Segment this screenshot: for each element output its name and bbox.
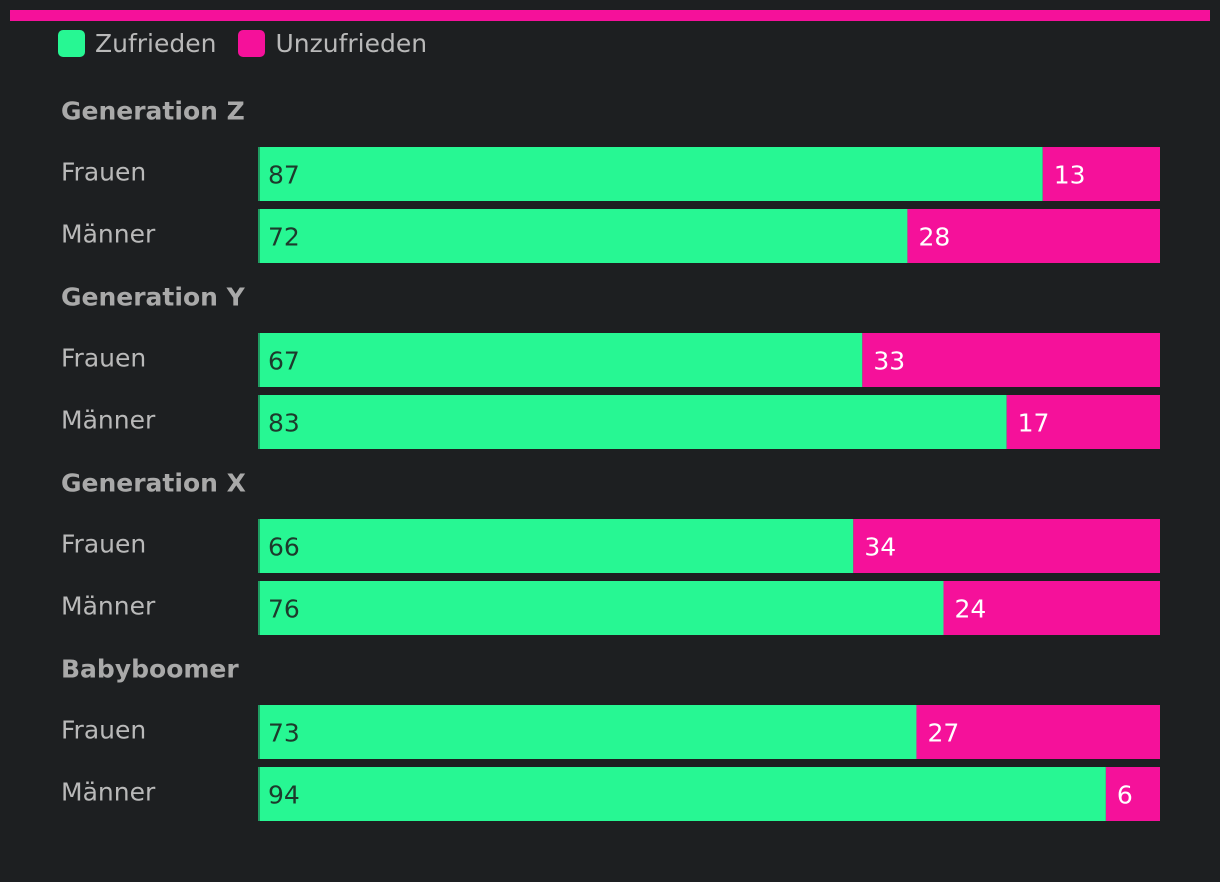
legend-swatch-satisfied: [58, 29, 85, 57]
bar-baseline: [258, 147, 260, 201]
data-label-dissatisfied: 13: [1054, 161, 1086, 190]
data-label-dissatisfied: 28: [918, 223, 950, 252]
group-label: Generation Z: [61, 97, 245, 126]
bar-dissatisfied[interactable]: [853, 519, 1160, 573]
legend-item-dissatisfied[interactable]: Unzufrieden: [238, 29, 427, 58]
row-label: Männer: [61, 592, 156, 621]
legend-label-satisfied: Zufrieden: [95, 28, 217, 58]
bar-baseline: [258, 333, 260, 387]
row-label: Frauen: [61, 158, 146, 187]
bar-dissatisfied[interactable]: [907, 209, 1160, 263]
bar-satisfied[interactable]: [258, 395, 1007, 449]
legend-swatch-dissatisfied: [238, 29, 266, 57]
row-label: Männer: [61, 406, 156, 435]
row-label: Männer: [61, 220, 156, 249]
row-label: Frauen: [61, 530, 146, 559]
row-label: Frauen: [61, 716, 146, 745]
legend-label-dissatisfied: Unzufrieden: [275, 28, 428, 58]
group-label: Babyboomer: [61, 655, 239, 684]
bar-baseline: [258, 519, 260, 573]
bar-satisfied[interactable]: [258, 581, 944, 635]
bar-satisfied[interactable]: [258, 767, 1106, 821]
data-label-dissatisfied: 34: [864, 533, 896, 562]
data-label-dissatisfied: 24: [955, 595, 987, 624]
bar-dissatisfied[interactable]: [1006, 395, 1160, 449]
bar-baseline: [258, 581, 260, 635]
legend-item-satisfied[interactable]: Zufrieden: [58, 29, 216, 58]
group-label: Generation Y: [61, 283, 246, 312]
data-label-satisfied: 67: [268, 347, 300, 376]
bar-dissatisfied[interactable]: [862, 333, 1160, 387]
bar-baseline: [258, 209, 260, 263]
group-label: Generation X: [61, 469, 246, 498]
row-label: Männer: [61, 778, 156, 807]
data-label-satisfied: 83: [268, 409, 300, 438]
legend: Zufrieden Unzufrieden: [58, 27, 449, 59]
data-label-satisfied: 73: [268, 719, 300, 748]
data-label-dissatisfied: 6: [1117, 781, 1133, 810]
data-label-satisfied: 87: [268, 161, 300, 190]
bar-satisfied[interactable]: [258, 705, 917, 759]
row-label: Frauen: [61, 344, 146, 373]
data-label-dissatisfied: 33: [873, 347, 905, 376]
bar-satisfied[interactable]: [258, 209, 908, 263]
bar-baseline: [258, 705, 260, 759]
data-label-dissatisfied: 27: [927, 719, 959, 748]
bar-satisfied[interactable]: [258, 333, 863, 387]
accent-bar: [10, 10, 1210, 21]
bar-baseline: [258, 767, 260, 821]
data-label-satisfied: 76: [268, 595, 300, 624]
data-label-dissatisfied: 17: [1018, 409, 1050, 438]
bar-dissatisfied[interactable]: [943, 581, 1160, 635]
data-label-satisfied: 66: [268, 533, 300, 562]
bar-satisfied[interactable]: [258, 147, 1043, 201]
bar-dissatisfied[interactable]: [916, 705, 1160, 759]
data-label-satisfied: 72: [268, 223, 300, 252]
bar-dissatisfied[interactable]: [1042, 147, 1160, 201]
bar-dissatisfied[interactable]: [1105, 767, 1160, 821]
data-label-satisfied: 94: [268, 781, 300, 810]
bar-baseline: [258, 395, 260, 449]
bar-satisfied[interactable]: [258, 519, 854, 573]
